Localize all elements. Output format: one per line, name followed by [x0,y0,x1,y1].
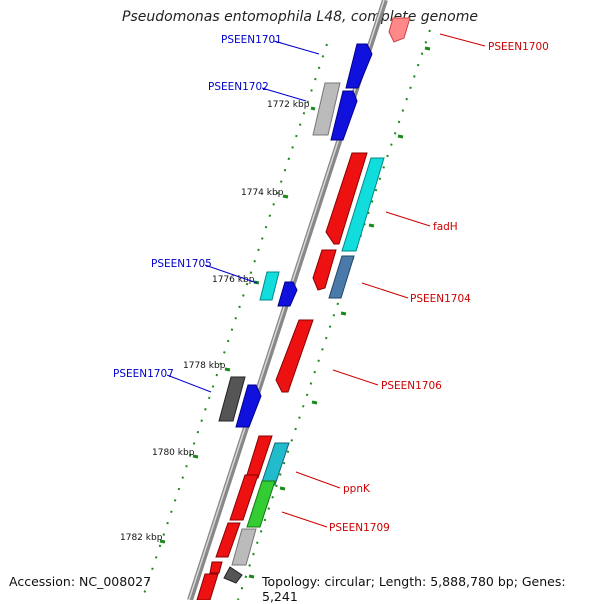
reverse-tick [397,134,404,139]
gene-label-PSEEN1706[interactable]: PSEEN1706 [381,380,442,392]
accession-text: Accession: NC_008027 [9,574,152,589]
gene-PSEEN1704[interactable] [328,255,355,299]
gene-red-f2[interactable] [229,474,259,521]
ruler-tick [159,539,166,544]
leader-lines-forward [166,40,320,393]
ruler-tick [310,106,316,111]
gene-PSEEN1705-cyan[interactable] [259,271,280,301]
gene-red-f5[interactable] [196,573,219,600]
gene-red-f3[interactable] [215,522,241,558]
forward-genes [196,43,373,600]
ruler-label: 1776 kbp [212,275,255,285]
leader-line [281,511,328,528]
gene-PSEEN1707-dark[interactable] [218,376,246,422]
gene-label-PSEEN1709[interactable]: PSEEN1709 [329,522,390,534]
ruler-tick [282,194,289,199]
forward-dotted-track [141,43,328,600]
ruler-labels: 1772 kbp 1774 kbp 1776 kbp 1778 kbp 1780… [120,100,310,543]
reverse-tick [248,574,255,579]
gene-PSEEN1700[interactable] [388,17,411,43]
leader-line [166,374,212,393]
reverse-genes [246,17,411,528]
gene-dark-f[interactable] [223,566,243,584]
ruler-label: 1778 kbp [183,361,226,371]
map-title: Pseudomonas entomophila L48, complete ge… [122,9,478,25]
gene-label-fadH[interactable]: fadH [433,221,458,233]
ruler-label: 1782 kbp [120,533,163,543]
leader-line [385,211,431,227]
reverse-dotted-track [237,29,431,600]
ruler-tick [224,367,231,372]
gene-PSEEN1704-red[interactable] [312,249,337,291]
reverse-tick [424,46,431,51]
ruler-label: 1780 kbp [152,448,195,458]
reverse-tick [368,223,375,228]
gene-fadH[interactable] [341,157,385,252]
gene-ppnK[interactable] [260,442,290,486]
gene-PSEEN1701[interactable] [345,43,373,89]
reverse-gene-labels: PSEEN1700 fadH PSEEN1704 PSEEN1706 ppnK … [329,41,549,534]
gene-label-PSEEN1702[interactable]: PSEEN1702 [208,81,269,93]
gene-red-f1[interactable] [245,435,273,479]
ruler-label: 1774 kbp [241,188,284,198]
ruler-label: 1772 kbp [267,100,310,110]
leader-line [332,369,379,386]
gene-PSEEN1709[interactable] [246,480,276,528]
leader-line [295,471,341,489]
reverse-ticks [248,46,431,579]
leader-line [273,40,320,55]
leader-line [261,87,307,102]
leader-line [439,33,486,47]
reverse-tick [311,400,318,405]
gene-PSEEN1705[interactable] [277,281,298,307]
gene-label-PSEEN1705[interactable]: PSEEN1705 [151,258,212,270]
leader-line [204,264,258,284]
gene-fadH-red[interactable] [325,152,368,245]
gene-label-PSEEN1707[interactable]: PSEEN1707 [113,368,174,380]
gene-PSEEN1706[interactable] [275,319,314,393]
gene-gray-f[interactable] [231,528,257,566]
gene-label-PSEEN1701[interactable]: PSEEN1701 [221,34,282,46]
ruler-tick [192,454,199,459]
gene-label-PSEEN1700[interactable]: PSEEN1700 [488,41,549,53]
gene-label-ppnK[interactable]: ppnK [343,483,371,495]
leader-lines-reverse [281,33,486,528]
gene-PSEEN1702[interactable] [330,90,358,141]
gene-PSEEN1707[interactable] [235,384,262,428]
forward-gene-labels: PSEEN1701 PSEEN1702 PSEEN1705 PSEEN1707 [113,34,282,380]
leader-line [361,282,409,299]
gene-red-f4[interactable] [209,561,223,574]
reverse-tick [279,486,286,491]
gene-gray-1702[interactable] [312,82,341,136]
gene-label-PSEEN1704[interactable]: PSEEN1704 [410,293,471,305]
reverse-tick [340,311,347,316]
